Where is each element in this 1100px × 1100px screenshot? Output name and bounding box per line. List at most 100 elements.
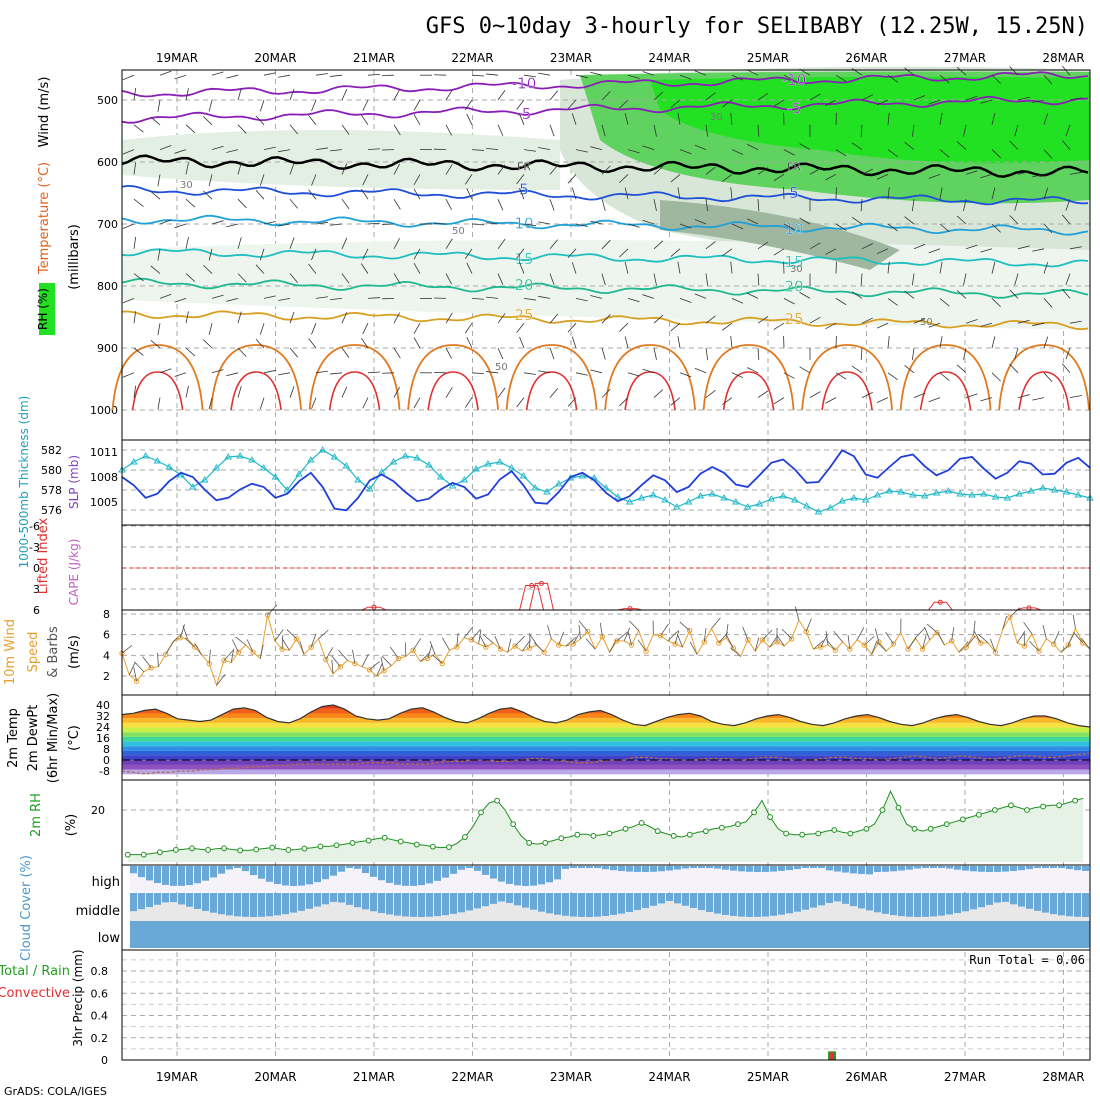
wind-barb <box>624 261 629 274</box>
wind10m-panel: 8 6 4 2 10m Wind Speed & Barbs (m/s) <box>3 604 1091 696</box>
rh-point <box>269 844 276 851</box>
wind-barb <box>567 322 577 333</box>
wind-barb <box>1014 124 1019 137</box>
wind-barb <box>376 662 383 677</box>
cloud-high-bar <box>626 866 633 872</box>
wind-barb <box>341 386 348 398</box>
temp-tick-label: 32 <box>96 710 110 723</box>
wind-barb <box>208 397 213 410</box>
temp-color-band <box>122 746 1090 751</box>
wind-barb <box>809 242 821 250</box>
wind-barb <box>825 639 836 651</box>
wind-barb <box>185 273 196 282</box>
wind-barb <box>904 141 915 150</box>
wind-barb <box>887 261 890 274</box>
wind-barb <box>360 263 369 274</box>
rh-shading <box>122 240 1090 330</box>
cloud-high-bar <box>842 866 849 873</box>
cloud-mid-bar <box>1042 893 1049 913</box>
cloud-high-bar <box>258 866 265 879</box>
rh-point <box>413 841 420 848</box>
wind-barb <box>627 372 640 377</box>
wind-barb <box>653 240 664 250</box>
wind-barb <box>937 632 945 646</box>
wind-barb <box>235 636 246 646</box>
wind-barb <box>922 635 927 650</box>
thickness-point <box>460 476 469 483</box>
wind-barb <box>705 389 716 398</box>
cloud-high-bar <box>298 866 305 886</box>
wind-barb <box>725 623 729 638</box>
wind-barb <box>705 124 709 137</box>
wind-barb <box>926 623 938 633</box>
wind-barb <box>991 149 1001 159</box>
wind-speed-point <box>555 642 562 648</box>
wind-speed-point <box>861 642 868 648</box>
cloud-high-bar <box>426 866 433 884</box>
wind-tick-label: 4 <box>103 649 110 662</box>
wind-barb <box>211 369 224 374</box>
li-spike <box>361 606 387 611</box>
wind-barb <box>128 662 136 676</box>
cloud-mid-bar <box>290 893 297 913</box>
wind-barb <box>549 347 555 360</box>
wind-barb <box>963 124 967 137</box>
wind-barb <box>523 149 536 152</box>
cloud-mid-bar <box>578 893 585 917</box>
wind-barb <box>601 347 606 360</box>
wind-barb <box>341 124 350 135</box>
cloud-mid-bar <box>306 893 313 909</box>
wind-barb <box>939 261 943 274</box>
wind-barb <box>575 298 588 302</box>
wind-barb <box>362 248 369 260</box>
footer-credit: GrADS: COLA/IGES <box>4 1085 107 1098</box>
cloud-mid-bar <box>706 893 713 912</box>
cloud-mid-bar <box>906 893 913 917</box>
wind-barb <box>973 630 982 644</box>
wind-barb <box>463 626 474 639</box>
wind-barb <box>1067 632 1075 646</box>
cloud-mid-bar <box>986 893 993 905</box>
dewpoint-line <box>121 752 1091 775</box>
rh-point <box>349 840 356 846</box>
temp-ylabel: (°C) <box>67 725 82 751</box>
wind-barb <box>466 113 473 125</box>
temp-color-band <box>122 736 1090 742</box>
cloud-high-bar <box>410 866 417 886</box>
wind-barb <box>278 74 291 78</box>
thickness-point <box>366 485 374 492</box>
thickness-point <box>1027 487 1035 494</box>
wind-barb <box>341 237 348 249</box>
wind-barb <box>590 71 603 76</box>
wind-barb <box>575 223 588 227</box>
wind-barb <box>445 89 453 101</box>
wind-barb <box>208 649 211 664</box>
wind-barb <box>575 372 588 376</box>
cloud-high-bar <box>906 866 913 870</box>
cloud-high-bar <box>394 866 401 885</box>
temperature-line <box>121 704 1091 728</box>
temperature-contour <box>121 248 1089 268</box>
wind-barb <box>445 124 452 136</box>
wind-barb <box>471 149 484 151</box>
cloud-mid-bar <box>386 893 393 915</box>
wind-barb <box>360 189 369 200</box>
rh-point <box>590 832 597 839</box>
wind-barb <box>549 313 559 324</box>
thickness-point <box>814 508 823 515</box>
rh-point <box>156 849 163 856</box>
wind-barb <box>627 223 640 228</box>
cloud-mid-bar <box>1082 893 1089 917</box>
wind-barb <box>575 149 588 153</box>
thickness-point <box>861 496 870 503</box>
wind-barb <box>445 164 453 175</box>
wind-barb <box>318 629 329 640</box>
cloud-mid-bar <box>642 893 649 909</box>
cloud-mid-bar <box>298 893 305 911</box>
cloud-high-bar <box>154 866 161 884</box>
cloud-high-bar <box>778 866 785 871</box>
wind-barb <box>939 187 943 200</box>
wind-barb <box>286 629 297 640</box>
temperature-contour-loop <box>328 371 381 411</box>
wind-barb <box>315 221 328 225</box>
